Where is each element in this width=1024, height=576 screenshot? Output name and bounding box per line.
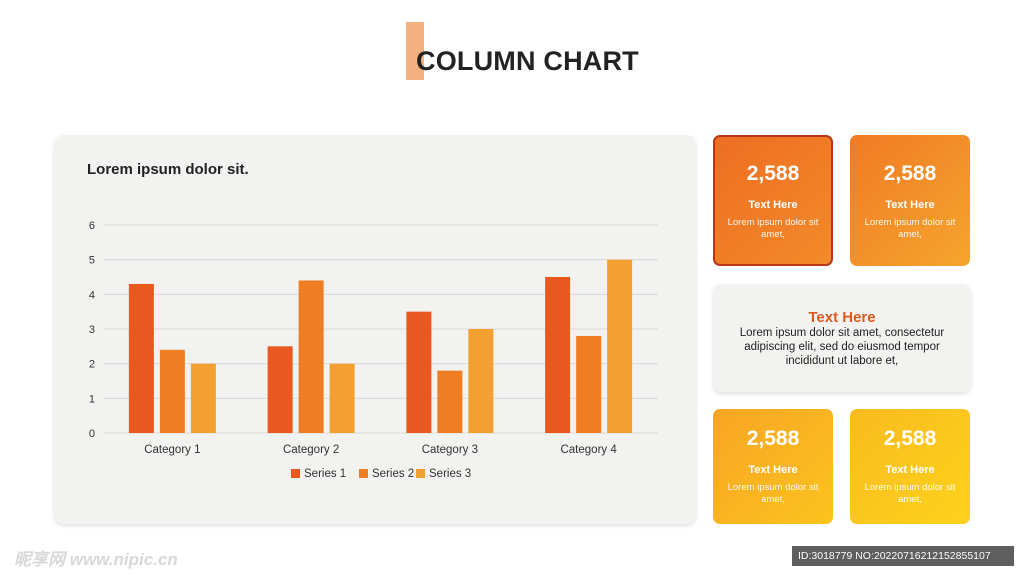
bar <box>267 346 293 433</box>
legend-swatch <box>359 469 368 478</box>
info-panel-body: Lorem ipsum dolor sit amet, consectetur … <box>739 327 945 367</box>
stat-card-desc: Lorem ipsum dolor sit amet, <box>864 217 956 240</box>
legend-swatch <box>291 469 300 478</box>
x-tick-label: Category 3 <box>422 444 478 456</box>
stat-card-label: Text Here <box>748 199 798 211</box>
title-accent-bar <box>406 22 424 80</box>
bar <box>128 283 154 433</box>
stat-card-3[interactable]: 2,588 Text Here Lorem ipsum dolor sit am… <box>713 409 833 524</box>
legend-swatch <box>416 469 425 478</box>
bar <box>437 370 463 433</box>
bar <box>190 363 216 433</box>
stat-card-2[interactable]: 2,588 Text Here Lorem ipsum dolor sit am… <box>850 135 970 266</box>
stat-card-label: Text Here <box>748 464 798 476</box>
legend-label: Series 2 <box>372 468 414 480</box>
bar <box>406 311 432 433</box>
chart-heading: Lorem ipsum dolor sit. <box>87 161 249 178</box>
y-tick-label: 3 <box>89 324 95 336</box>
y-tick-label: 4 <box>89 289 95 301</box>
stat-card-value: 2,588 <box>883 162 937 185</box>
info-panel-title: Text Here <box>808 309 876 326</box>
y-tick-label: 5 <box>89 255 95 267</box>
bar <box>545 277 571 433</box>
bar <box>298 280 324 433</box>
watermark-logo-text: 昵享网 www.nipic.cn <box>14 550 178 569</box>
bar <box>159 349 185 433</box>
legend-label: Series 3 <box>429 468 471 480</box>
stat-card-4[interactable]: 2,588 Text Here Lorem ipsum dolor sit am… <box>850 409 970 524</box>
stat-card-label: Text Here <box>885 199 935 211</box>
info-panel: Text Here Lorem ipsum dolor sit amet, co… <box>713 284 971 392</box>
bar <box>607 259 633 433</box>
stat-card-value: 2,588 <box>746 427 800 450</box>
y-tick-label: 6 <box>89 220 95 232</box>
stat-card-label: Text Here <box>885 464 935 476</box>
y-tick-label: 0 <box>89 428 95 440</box>
bar <box>468 329 494 433</box>
y-tick-label: 1 <box>89 393 95 405</box>
y-tick-label: 2 <box>89 359 95 371</box>
stat-card-value: 2,588 <box>746 162 800 185</box>
bar <box>576 335 602 433</box>
x-tick-label: Category 1 <box>144 444 200 456</box>
chart-panel: Lorem ipsum dolor sit. 0 1 2 3 4 5 6 Category 1… <box>54 135 696 524</box>
page-title: COLUMN CHART <box>416 46 639 76</box>
stat-card-desc: Lorem ipsum dolor sit amet, <box>864 482 956 505</box>
column-chart: 0 1 2 3 4 5 6 Category 1 Category 2 Category 3 Cat… <box>89 220 658 480</box>
stat-card-desc: Lorem ipsum dolor sit amet, <box>727 482 819 505</box>
stat-card-1[interactable]: 2,588 Text Here Lorem ipsum dolor sit am… <box>713 135 833 266</box>
x-tick-label: Category 2 <box>283 444 339 456</box>
bar <box>329 363 355 433</box>
x-tick-label: Category 4 <box>560 444 617 456</box>
legend-label: Series 1 <box>304 468 346 480</box>
stat-card-value: 2,588 <box>883 427 937 450</box>
stat-card-desc: Lorem ipsum dolor sit amet, <box>727 217 819 240</box>
watermark-id-bar: ID:3018779 NO:20220716212152855107 <box>792 546 1014 566</box>
